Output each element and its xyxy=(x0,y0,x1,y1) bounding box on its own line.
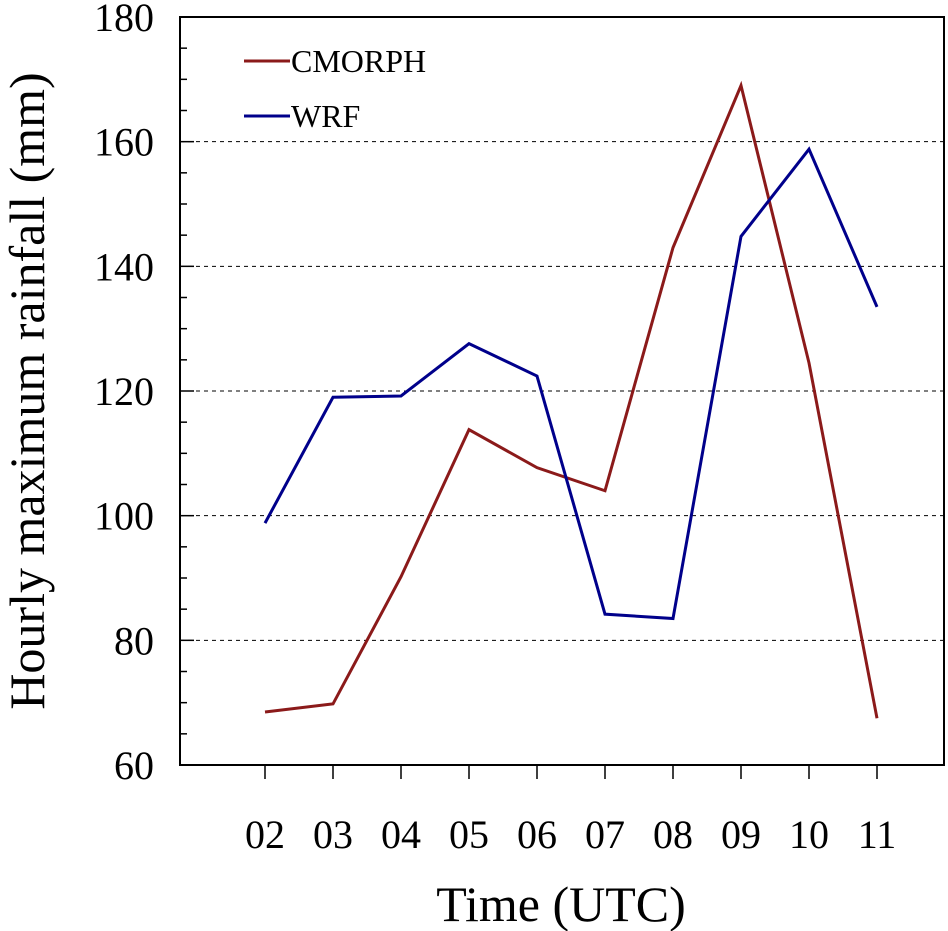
x-tick-label: 05 xyxy=(449,812,489,857)
legend-label-wrf: WRF xyxy=(291,98,360,134)
x-tick-label: 09 xyxy=(721,812,761,857)
y-tick-label: 160 xyxy=(94,120,154,165)
y-tick-labels: 60 80 100 120 140 160 180 xyxy=(94,0,154,788)
x-axis-title: Time (UTC) xyxy=(436,876,686,931)
x-tick-label: 02 xyxy=(245,812,285,857)
legend-label-cmorph: CMORPH xyxy=(291,43,426,79)
grid-lines xyxy=(180,141,944,641)
legend: CMORPH WRF xyxy=(244,43,426,134)
y-tick-label: 140 xyxy=(94,244,154,289)
y-tick-label: 180 xyxy=(94,0,154,40)
x-tick-label: 04 xyxy=(381,812,421,857)
y-tick-label: 60 xyxy=(114,743,154,788)
x-tick-label: 11 xyxy=(858,812,897,857)
y-axis-title: Hourly maximum rainfall (mm) xyxy=(0,72,55,709)
x-tick-label: 06 xyxy=(517,812,557,857)
y-tick-label: 80 xyxy=(114,618,154,663)
x-tick-label: 03 xyxy=(313,812,353,857)
x-tick-label: 08 xyxy=(653,812,693,857)
series-line-cmorph xyxy=(264,80,879,719)
x-tick-label: 07 xyxy=(585,812,625,857)
series-line-wrf xyxy=(263,146,879,621)
axis-ticks xyxy=(180,16,878,779)
series-lines xyxy=(263,80,879,719)
y-tick-label: 120 xyxy=(94,369,154,414)
y-tick-label: 100 xyxy=(94,494,154,539)
x-tick-labels: 02 03 04 05 06 07 08 09 10 11 xyxy=(245,812,896,857)
x-tick-label: 10 xyxy=(789,812,829,857)
